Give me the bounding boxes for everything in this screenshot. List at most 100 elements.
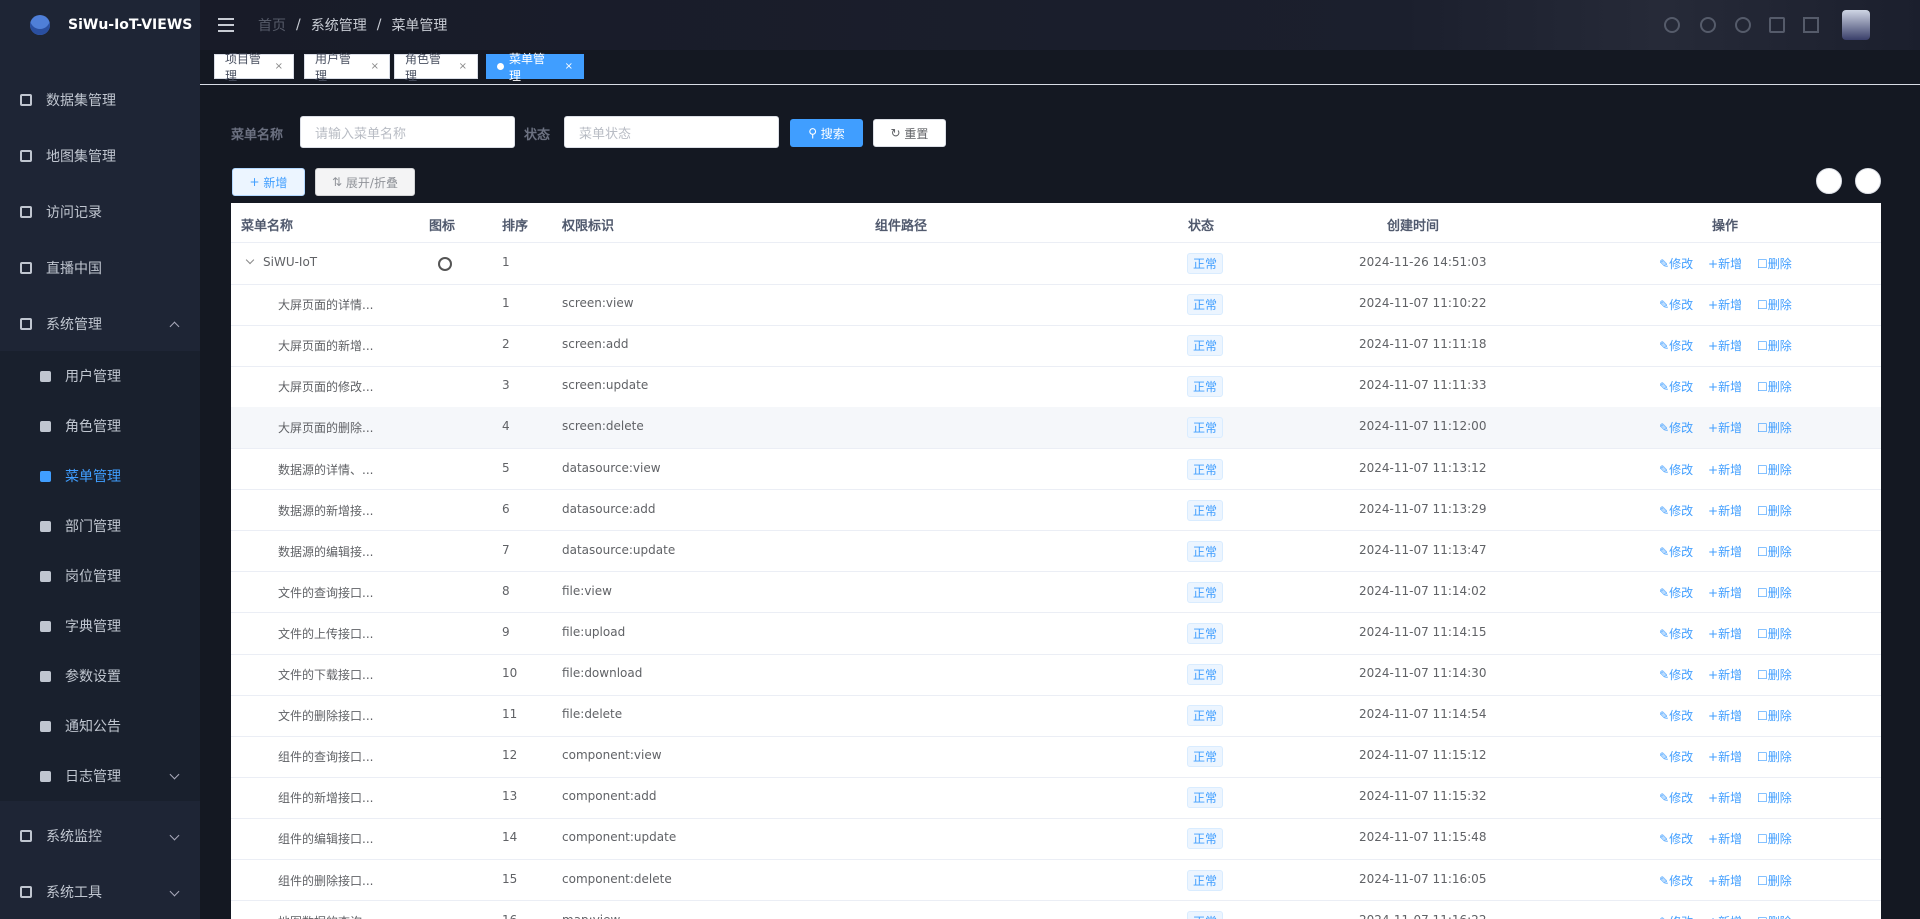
tab[interactable]: 用户管理 × — [304, 52, 390, 83]
action-1[interactable]: +新增 — [1708, 709, 1743, 724]
action-2[interactable]: ☐删除 — [1757, 832, 1792, 847]
submenu-item[interactable]: 参数设置 — [0, 651, 200, 701]
action-2[interactable]: ☐删除 — [1757, 750, 1792, 765]
action-1[interactable]: +新增 — [1708, 832, 1743, 847]
tab[interactable]: 角色管理 × — [394, 52, 478, 83]
action-2[interactable]: ☐删除 — [1757, 791, 1792, 806]
action-2[interactable]: ☐删除 — [1757, 421, 1792, 436]
action-2[interactable]: ☐删除 — [1757, 626, 1792, 641]
menu-item[interactable]: 访问记录 — [0, 184, 200, 240]
action-0[interactable]: ✎修改 — [1659, 462, 1694, 477]
refresh[interactable] — [1855, 168, 1881, 194]
action-2[interactable]: ☐删除 — [1757, 873, 1792, 888]
size-icon[interactable] — [1803, 17, 1819, 33]
submenu-item[interactable]: 日志管理 — [0, 751, 200, 801]
menu-icon — [20, 94, 32, 106]
action-0[interactable]: ✎修改 — [1659, 668, 1694, 683]
submenu-item[interactable]: 岗位管理 — [0, 551, 200, 601]
tab-close[interactable]: × — [370, 61, 379, 72]
menu-item[interactable]: 直播中国 — [0, 240, 200, 296]
action-1[interactable]: +新增 — [1708, 339, 1743, 354]
action-1[interactable]: +新增 — [1708, 873, 1743, 888]
action-1[interactable]: +新增 — [1708, 791, 1743, 806]
action-1[interactable]: +新增 — [1708, 750, 1743, 765]
action-2[interactable]: ☐删除 — [1757, 257, 1792, 272]
search-button[interactable]: ⚲ 搜索 — [790, 119, 863, 147]
menu-item[interactable]: 数据集管理 — [0, 72, 200, 128]
action-0[interactable]: ✎修改 — [1659, 339, 1694, 354]
action-1[interactable]: +新增 — [1708, 544, 1743, 559]
action-0[interactable]: ✎修改 — [1659, 298, 1694, 313]
tab[interactable]: 菜单管理 × — [486, 52, 584, 83]
submenu-item[interactable]: 字典管理 — [0, 601, 200, 651]
action-0[interactable]: ✎修改 — [1659, 544, 1694, 559]
status-tag: 正常 — [1187, 417, 1224, 439]
menu-item[interactable]: 系统工具 — [0, 864, 200, 919]
tab-label: 菜单管理 — [508, 51, 545, 83]
menu-item[interactable]: 地图集管理 — [0, 128, 200, 184]
action-1[interactable]: +新增 — [1708, 462, 1743, 477]
menu-toggle[interactable] — [218, 18, 234, 32]
github-icon[interactable] — [1700, 17, 1716, 33]
action-1[interactable]: +新增 — [1708, 585, 1743, 600]
action-2[interactable]: ☐删除 — [1757, 544, 1792, 559]
action-0[interactable]: ✎修改 — [1659, 832, 1694, 847]
help-icon[interactable] — [1735, 17, 1751, 33]
status-tag: 正常 — [1187, 294, 1224, 316]
menu-name: 组件的查询接口... — [278, 750, 374, 765]
crumb[interactable]: 系统管理 — [310, 18, 367, 34]
action-2[interactable]: ☐删除 — [1757, 298, 1792, 313]
avatar[interactable] — [1842, 10, 1870, 40]
action-0[interactable]: ✎修改 — [1659, 626, 1694, 641]
status-select[interactable]: 菜单状态 — [564, 116, 779, 148]
action-2[interactable]: ☐删除 — [1757, 339, 1792, 354]
action-1[interactable]: +新增 — [1708, 913, 1742, 919]
action-0[interactable]: ✎修改 — [1659, 585, 1694, 600]
action-2[interactable]: ☐删除 — [1757, 668, 1792, 683]
action-2[interactable]: ☐删除 — [1757, 462, 1792, 477]
action-0[interactable]: ✎修改 — [1659, 380, 1694, 395]
action-2[interactable]: ☐删除 — [1757, 503, 1792, 518]
action-2[interactable]: ☐删除 — [1757, 913, 1792, 919]
search-icon[interactable] — [1664, 17, 1680, 33]
add-button[interactable]: + 新增 — [232, 168, 305, 196]
action-0[interactable]: ✎修改 — [1659, 503, 1694, 518]
tab-close[interactable]: × — [564, 61, 573, 72]
action-1[interactable]: +新增 — [1708, 503, 1743, 518]
action-0[interactable]: ✎修改 — [1659, 913, 1693, 919]
action-0[interactable]: ✎修改 — [1659, 257, 1694, 272]
submenu-item[interactable]: 部门管理 — [0, 501, 200, 551]
submenu-item[interactable]: 通知公告 — [0, 701, 200, 751]
menu-icon — [20, 150, 32, 162]
action-0[interactable]: ✎修改 — [1659, 873, 1694, 888]
tab-close[interactable]: × — [458, 61, 467, 72]
tab[interactable]: 项目管理 × — [214, 52, 294, 83]
action-0[interactable]: ✎修改 — [1659, 709, 1694, 724]
action-1[interactable]: +新增 — [1708, 298, 1743, 313]
action-1[interactable]: +新增 — [1708, 421, 1743, 436]
name-input[interactable]: 请输入菜单名称 — [300, 116, 515, 148]
action-0[interactable]: ✎修改 — [1659, 750, 1694, 765]
toggle-button[interactable]: ⇅ 展开/折叠 — [315, 168, 415, 196]
submenu-item[interactable]: 用户管理 — [0, 351, 200, 401]
tab-close[interactable]: × — [274, 61, 283, 72]
action-1[interactable]: +新增 — [1708, 626, 1743, 641]
action-1[interactable]: +新增 — [1708, 380, 1743, 395]
action-0[interactable]: ✎修改 — [1659, 791, 1694, 806]
reset-button[interactable]: ↻ 重置 — [873, 119, 946, 147]
action-2[interactable]: ☐删除 — [1757, 380, 1792, 395]
action-2[interactable]: ☐删除 — [1757, 709, 1792, 724]
action-1[interactable]: +新增 — [1708, 668, 1743, 683]
submenu-item[interactable]: 菜单管理 — [0, 451, 200, 501]
expand-arrow[interactable] — [245, 255, 255, 265]
menu-item[interactable]: 系统管理 — [0, 296, 200, 352]
submenu-item[interactable]: 角色管理 — [0, 401, 200, 451]
fullscreen-icon[interactable] — [1769, 17, 1785, 33]
action-1[interactable]: +新增 — [1708, 257, 1743, 272]
menu-icon — [20, 886, 32, 898]
crumb[interactable]: 首页 — [258, 18, 286, 34]
action-0[interactable]: ✎修改 — [1659, 421, 1694, 436]
menu-item[interactable]: 系统监控 — [0, 808, 200, 864]
toggle-search[interactable] — [1816, 168, 1842, 194]
action-2[interactable]: ☐删除 — [1757, 585, 1792, 600]
